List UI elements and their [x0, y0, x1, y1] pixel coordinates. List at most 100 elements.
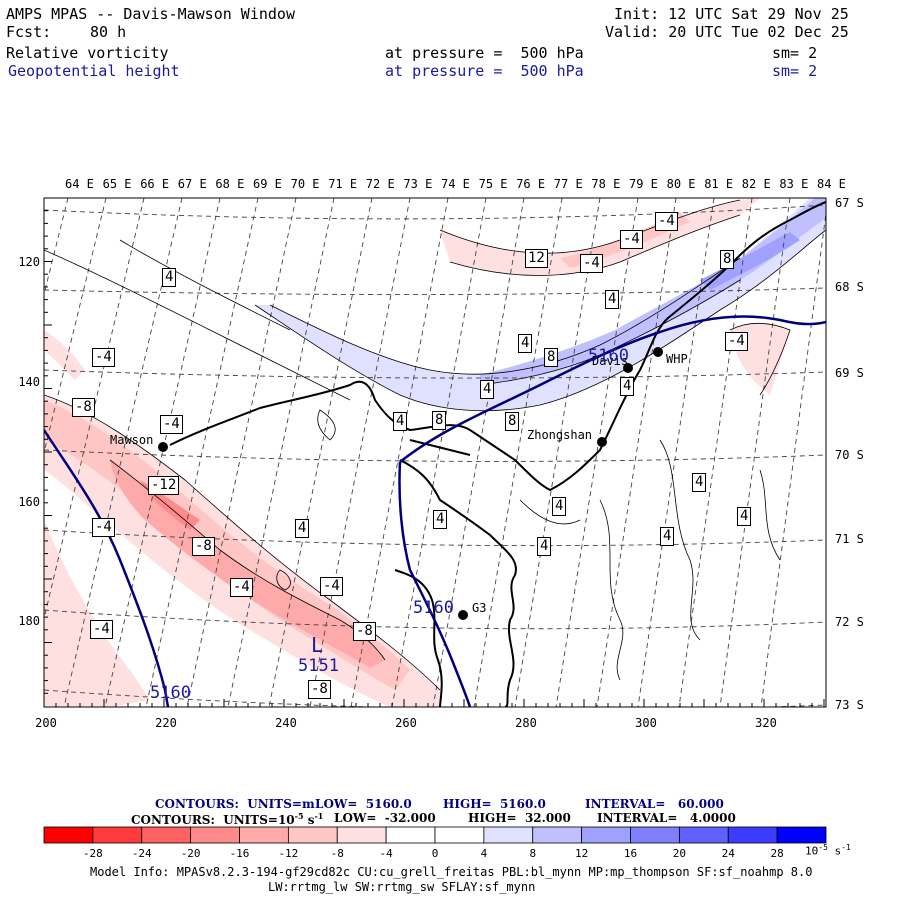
axis-ticks — [43, 197, 825, 707]
vorticity-contour-label: 4 — [393, 412, 408, 431]
colorbar-swatch — [190, 826, 240, 844]
vorticity-contour-label: -8 — [353, 622, 376, 641]
colorbar-tick-label: 12 — [575, 847, 589, 860]
colorbar-swatch — [141, 826, 192, 844]
field2-name: Geopotential height — [8, 62, 180, 80]
lat-label: 73 S — [835, 698, 864, 712]
contours1-low: LOW= 5160.0 — [315, 797, 412, 811]
vorticity-contour-label: -8 — [308, 680, 331, 699]
x-tick-label: 280 — [515, 716, 537, 730]
y-tick-label: 140 — [18, 375, 40, 389]
station-label-g3: G3 — [472, 601, 487, 615]
colorbar-swatch — [532, 826, 583, 844]
colorbar-swatch — [630, 826, 680, 844]
colorbar-tick-label: 24 — [721, 847, 735, 860]
colorbar-swatch — [287, 826, 338, 844]
colorbar-swatch — [239, 826, 289, 844]
colorbar-tick-label: -12 — [278, 847, 299, 860]
station-label-davis: Davis — [592, 354, 629, 368]
init-time: Init: 12 UTC Sat 29 Nov 25 — [614, 5, 849, 23]
colorbar-tick-label: 4 — [480, 847, 488, 860]
station-zhongshan-dot — [597, 437, 607, 447]
colorbar-swatch — [92, 826, 143, 844]
lat-label: 67 S — [835, 196, 864, 210]
lon-label: 74 E — [441, 177, 470, 191]
colorbar-tick-label: 0 — [431, 847, 439, 860]
vorticity-contour-label: 4 — [480, 380, 495, 399]
colorbar-swatch — [581, 826, 631, 844]
negative-vorticity-shading — [44, 198, 790, 707]
station-davis-dot — [623, 363, 633, 373]
contours2-low: LOW= -32.000 — [334, 811, 436, 825]
lon-label: 77 E — [553, 177, 583, 191]
station-label-mawson: Mawson — [110, 433, 154, 447]
x-tick-label: 240 — [275, 716, 297, 730]
contours2-interval: INTERVAL= 4.0000 — [597, 811, 736, 825]
field1-level: at pressure = 500 hPa — [385, 44, 584, 62]
lon-label: 68 E — [215, 177, 245, 191]
vorticity-contour-label: 4 — [605, 290, 620, 309]
longitude-gridlines — [44, 198, 826, 707]
height-label-5160-b: 5160 — [588, 346, 629, 366]
lat-label: 70 S — [835, 448, 864, 462]
contours2-high: HIGH= 32.000 — [468, 811, 571, 825]
vorticity-contour-label: 4 — [737, 507, 752, 526]
model-info-line2: LW:rrtmg_lw SW:rrtmg_sw SFLAY:sf_mynn — [268, 880, 536, 894]
station-markers — [158, 347, 663, 620]
contours1-interval: INTERVAL= 60.000 — [585, 797, 724, 811]
lon-label: 79 E — [629, 177, 658, 191]
vorticity-contour-label: -8 — [72, 398, 95, 417]
lon-label: 80 E — [666, 177, 696, 191]
positive-vorticity-shading — [255, 198, 826, 411]
model-title: AMPS MPAS -- Davis-Mawson Window — [6, 5, 295, 23]
x-tick-label: 260 — [395, 716, 417, 730]
lon-label: 82 E — [741, 177, 771, 191]
valid-time: Valid: 20 UTC Tue 02 Dec 25 — [605, 23, 849, 41]
vorticity-contour-label: 12 — [525, 249, 548, 268]
vorticity-contours — [44, 199, 826, 691]
vorticity-contour-label: -4 — [92, 518, 115, 537]
lat-label: 69 S — [835, 366, 864, 380]
forecast-hour: 80 h — [90, 23, 127, 41]
vorticity-contour-label: -4 — [655, 212, 678, 231]
vorticity-contour-label: -8 — [192, 537, 215, 556]
vorticity-contour-label: -12 — [148, 476, 180, 495]
colorbar-swatch — [434, 826, 485, 844]
lon-label: 84 E — [817, 177, 846, 191]
station-label-whp: WHP — [666, 352, 688, 366]
x-tick-label: 200 — [35, 716, 57, 730]
lon-label: 73 E — [403, 177, 433, 191]
lon-label: 69 E — [253, 177, 282, 191]
vorticity-contour-label: 8 — [720, 250, 735, 269]
colorbar-tick-label: 20 — [672, 847, 686, 860]
lon-label: 83 E — [779, 177, 809, 191]
vorticity-contour-label: -4 — [620, 230, 643, 249]
colorbar-tick-label: -28 — [82, 847, 103, 860]
height-label-5160-a: 5160 — [150, 683, 191, 703]
colorbar-tick-label: 8 — [529, 847, 537, 860]
colorbar-tick-label: 16 — [623, 847, 638, 860]
colorbar — [43, 826, 827, 844]
y-tick-label: 180 — [18, 614, 40, 628]
x-tick-label: 300 — [635, 716, 657, 730]
vorticity-contour-label: -4 — [725, 332, 748, 351]
forecast-label: Fcst: — [6, 23, 52, 41]
station-g3-dot — [458, 610, 468, 620]
station-whp-dot — [653, 347, 663, 357]
colorbar-units: 10-5 s-1 — [805, 843, 851, 858]
lon-label: 76 E — [516, 177, 546, 191]
vorticity-contour-label: 4 — [162, 268, 177, 287]
lon-label: 67 E — [177, 177, 207, 191]
colorbar-swatch — [678, 826, 729, 844]
field1-smooth: sm= 2 — [772, 44, 818, 62]
vorticity-contour-label: 4 — [552, 497, 567, 516]
y-tick-label: 120 — [18, 255, 40, 269]
vorticity-contour-label: 8 — [432, 411, 447, 430]
lon-label: 71 E — [328, 177, 358, 191]
colorbar-tick-label: 28 — [770, 847, 784, 860]
colorbar-tick-label: -24 — [131, 847, 152, 860]
vorticity-contour-label: 4 — [660, 527, 675, 546]
lon-label: 65 E — [102, 177, 132, 191]
model-info-line1: Model Info: MPASv8.2.3-194-gf29cd82c CU:… — [90, 865, 813, 879]
